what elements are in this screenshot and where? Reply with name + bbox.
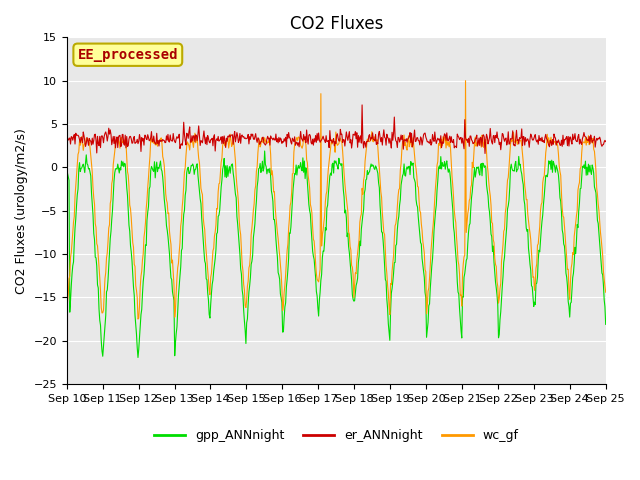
Text: EE_processed: EE_processed bbox=[77, 48, 178, 62]
wc_gf bbox=[602, 289, 609, 295]
Y-axis label: CO2 Fluxes (urology/m2/s): CO2 Fluxes (urology/m2/s) bbox=[15, 128, 28, 294]
er_ANNnight bbox=[418, 142, 426, 148]
gpp_ANNnight bbox=[419, 262, 427, 267]
er_ANNnight bbox=[403, 136, 410, 142]
gpp_ANNnight bbox=[184, 166, 191, 172]
er_ANNnight bbox=[602, 139, 609, 144]
wc_gf bbox=[63, 317, 70, 323]
er_ANNnight bbox=[211, 148, 219, 154]
gpp_ANNnight bbox=[63, 167, 70, 173]
wc_gf bbox=[183, 143, 191, 149]
er_ANNnight bbox=[63, 133, 70, 139]
Title: CO2 Fluxes: CO2 Fluxes bbox=[289, 15, 383, 33]
gpp_ANNnight bbox=[212, 247, 220, 252]
gpp_ANNnight bbox=[602, 322, 609, 327]
wc_gf bbox=[461, 78, 469, 84]
er_ANNnight bbox=[358, 102, 366, 108]
Line: gpp_ANNnight: gpp_ANNnight bbox=[67, 151, 605, 358]
wc_gf bbox=[128, 228, 136, 234]
Line: er_ANNnight: er_ANNnight bbox=[67, 105, 605, 154]
wc_gf bbox=[211, 229, 219, 235]
Legend: gpp_ANNnight, er_ANNnight, wc_gf: gpp_ANNnight, er_ANNnight, wc_gf bbox=[148, 424, 524, 447]
er_ANNnight bbox=[183, 131, 191, 136]
gpp_ANNnight bbox=[403, 164, 411, 170]
wc_gf bbox=[417, 221, 425, 227]
gpp_ANNnight bbox=[128, 258, 136, 264]
wc_gf bbox=[402, 140, 410, 145]
er_ANNnight bbox=[481, 151, 489, 156]
gpp_ANNnight bbox=[134, 355, 142, 360]
er_ANNnight bbox=[73, 132, 81, 138]
Line: wc_gf: wc_gf bbox=[67, 81, 605, 320]
gpp_ANNnight bbox=[261, 148, 269, 154]
wc_gf bbox=[73, 170, 81, 176]
gpp_ANNnight bbox=[73, 203, 81, 209]
er_ANNnight bbox=[128, 140, 136, 146]
